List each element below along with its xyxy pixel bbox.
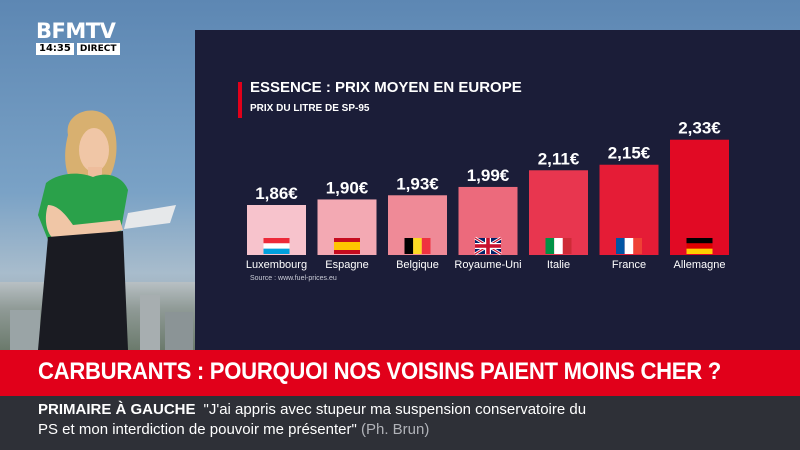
ticker-quote-2: PS et mon interdiction de pouvoir me pré… xyxy=(38,421,357,438)
category-label: Royaume-Uni xyxy=(454,259,521,271)
value-label: 1,90€ xyxy=(326,178,369,197)
category-label: Luxembourg xyxy=(246,259,307,271)
channel-logo: BFMTV 14:35 DIRECT xyxy=(36,19,120,55)
chart-title: ESSENCE : PRIX MOYEN EN EUROPE xyxy=(250,79,522,96)
category-label: France xyxy=(612,259,646,271)
value-label: 2,11€ xyxy=(538,149,580,168)
france-flag-icon xyxy=(616,238,642,254)
spain-flag-icon xyxy=(334,238,360,254)
ticker-quote-1: "J'ai appris avec stupeur ma suspension … xyxy=(203,401,587,418)
value-label: 1,99€ xyxy=(467,166,510,185)
presenter xyxy=(38,110,176,350)
value-label: 1,86€ xyxy=(255,184,298,203)
uk-flag-icon xyxy=(474,236,502,256)
bar-allemagne xyxy=(670,139,729,255)
ticker-category: PRIMAIRE À GAUCHE xyxy=(38,401,196,418)
italy-flag-icon xyxy=(545,238,572,254)
live-badge: DIRECT xyxy=(76,43,120,55)
germany-flag-icon xyxy=(686,238,713,254)
ticker-line-1: PRIMAIRE À GAUCHE "J'ai appris avec stupe… xyxy=(38,401,586,418)
bar-chart: 1,86€ Luxembourg 1,90€ Espagne 1,93€ Belgique… xyxy=(246,119,729,271)
news-ticker xyxy=(0,396,800,450)
ticker-author: (Ph. Brun) xyxy=(361,421,430,438)
category-label: Italie xyxy=(547,259,570,271)
ticker-line-2: PS et mon interdiction de pouvoir me pré… xyxy=(38,421,429,438)
category-label: Allemagne xyxy=(674,259,726,271)
category-label: Belgique xyxy=(396,259,439,271)
category-label: Espagne xyxy=(325,259,368,271)
value-label: 1,93€ xyxy=(396,174,439,193)
chart-source: Source : www.fuel-prices.eu xyxy=(250,275,337,282)
clock: 14:35 xyxy=(36,43,74,55)
headline-banner: CARBURANTS : POURQUOI NOS VOISINS PAIENT… xyxy=(0,350,800,396)
logo-text: BFMTV xyxy=(36,19,116,43)
luxembourg-flag-icon xyxy=(263,238,290,254)
belgium-flag-icon xyxy=(404,238,431,254)
headline-text: CARBURANTS : POURQUOI NOS VOISINS PAIENT… xyxy=(38,358,721,385)
value-label: 2,15€ xyxy=(608,144,651,163)
chart-subtitle: PRIX DU LITRE DE SP-95 xyxy=(250,103,370,114)
title-accent-bar xyxy=(238,82,242,118)
value-label: 2,33€ xyxy=(678,119,721,138)
